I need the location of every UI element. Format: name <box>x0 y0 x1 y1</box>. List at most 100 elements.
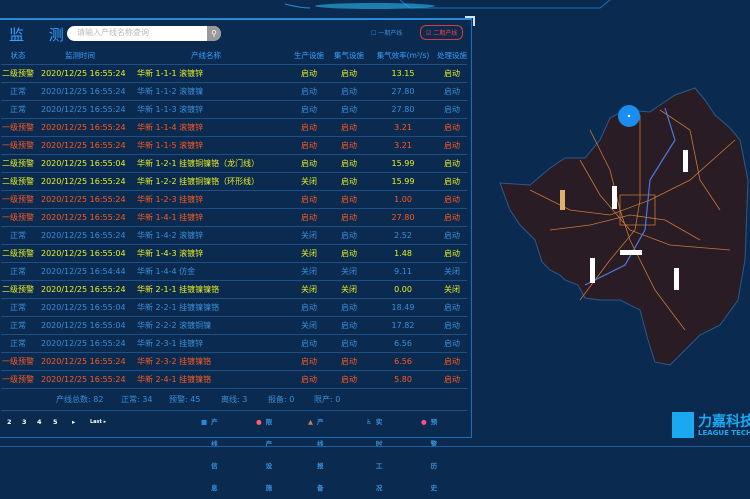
cell-status: 一级预警 <box>2 213 34 222</box>
cell-line-name: 华新 2-3-2 挂镀镍铬 <box>137 357 212 366</box>
cell-production: 启动 <box>301 357 317 366</box>
cell-gas-collection: 启动 <box>341 357 357 366</box>
header-decoration <box>284 0 611 9</box>
col-line-name: 产线名称 <box>191 51 221 60</box>
cell-status: 正常 <box>10 321 26 330</box>
table-row[interactable]: 一级预警 2020/12/25 16:55:24 华新 1-4-1 挂镀锌 启动 启动 2… <box>1 209 467 227</box>
cell-status: 二级预警 <box>2 249 34 258</box>
table-row[interactable]: 一级预警 2020/12/25 16:55:24 华新 1-1-4 滚镀锌 启动 启动 3… <box>1 119 467 137</box>
logo-cn: 力嘉科技 <box>698 414 750 430</box>
cell-efficiency: 0.00 <box>394 285 412 294</box>
cell-time: 2020/12/25 16:55:24 <box>41 105 126 114</box>
table-row[interactable]: 正常 2020/12/25 16:55:24 华新 1-1-2 滚镀镍 启动 启动 27.… <box>1 83 467 101</box>
cell-line-name: 华新 1-4-2 滚镀锌 <box>137 231 204 240</box>
cell-status: 二级预警 <box>2 177 34 186</box>
cell-time: 2020/12/25 16:55:24 <box>41 339 126 348</box>
col-treatment: 处理设施 <box>437 51 467 60</box>
line-markers <box>590 150 688 290</box>
page-3[interactable]: 3 <box>22 418 27 426</box>
summary-offline: 离线: 3 <box>221 395 248 404</box>
cell-treatment: 启动 <box>444 105 460 114</box>
col-production: 生产设施 <box>294 51 324 60</box>
cell-treatment: 启动 <box>444 339 460 348</box>
cell-line-name: 华新 1-2-1 挂镀铜镍铬（龙门线） <box>137 159 260 168</box>
next-page-button[interactable]: ▸ <box>72 418 76 426</box>
summary-reported: 报备: 0 <box>268 395 295 404</box>
cell-treatment: 启动 <box>444 159 460 168</box>
cell-gas-collection: 关闭 <box>341 285 357 294</box>
region-map[interactable] <box>490 0 750 450</box>
search-input[interactable]: 请输入产线名称查询 ⚲ <box>67 26 221 41</box>
cell-time: 2020/12/25 16:55:24 <box>41 357 126 366</box>
company-logo: 力嘉科技 LEAGUE TECH <box>672 412 750 440</box>
search-placeholder: 请输入产线名称查询 <box>77 28 149 37</box>
cell-line-name: 华新 2-2-1 挂镀镍镍铬 <box>137 303 220 312</box>
cell-time: 2020/12/25 16:55:24 <box>41 375 126 384</box>
cell-line-name: 华新 1-2-3 挂镀锌 <box>137 195 204 204</box>
table-row[interactable]: 正常 2020/12/25 16:54:44 华新 1-4-4 仿金 关闭 关闭 9.11… <box>1 263 467 281</box>
info-icon: ■ <box>201 418 208 426</box>
table-row[interactable]: 一级预警 2020/12/25 16:55:24 华新 1-2-3 挂镀锌 启动 启动 1… <box>1 191 467 209</box>
cell-production: 启动 <box>301 375 317 384</box>
cell-gas-collection: 启动 <box>341 195 357 204</box>
last-page-button[interactable]: Last ▸ <box>90 419 107 425</box>
cell-gas-collection: 启动 <box>341 339 357 348</box>
cell-treatment: 启动 <box>444 249 460 258</box>
region-boundary <box>499 87 749 366</box>
cell-line-name: 华新 1-1-3 滚镀锌 <box>137 105 204 114</box>
legend-worker[interactable]: ♿ 实时工况 <box>366 411 382 492</box>
summary-normal: 正常: 34 <box>121 395 153 404</box>
legend-warning-triangle[interactable]: ▲ 产线报备 <box>308 411 324 492</box>
cell-gas-collection: 关闭 <box>341 267 357 276</box>
page-5[interactable]: 5 <box>53 418 58 426</box>
cell-treatment: 关闭 <box>444 285 460 294</box>
legend-history[interactable]: ● 预警历史 <box>421 411 437 492</box>
summary-limited: 限产: 0 <box>314 395 341 404</box>
table-row[interactable]: 一级预警 2020/12/25 16:55:24 华新 2-4-1 挂镀镍铬 启动 启动… <box>1 371 467 389</box>
legend-info[interactable]: ■ 产线信息 <box>201 411 218 492</box>
table-row[interactable]: 二级预警 2020/12/25 16:55:04 华新 1-4-3 滚镀锌 关闭 启动 1… <box>1 245 467 263</box>
cell-status: 一级预警 <box>2 375 34 384</box>
cell-treatment: 启动 <box>444 375 460 384</box>
legend-label: 限产设施 <box>265 418 273 492</box>
history-icon: ● <box>421 418 427 426</box>
cell-line-name: 华新 1-1-5 滚镀锌 <box>137 141 204 150</box>
page-4[interactable]: 4 <box>37 418 42 426</box>
cell-status: 一级预警 <box>2 195 34 204</box>
table-row[interactable]: 正常 2020/12/25 16:55:24 华新 1-1-3 滚镀锌 启动 启动 27.… <box>1 101 467 119</box>
table-row[interactable]: 一级预警 2020/12/25 16:55:24 华新 1-1-5 滚镀锌 启动 启动 3… <box>1 137 467 155</box>
cell-treatment: 启动 <box>444 69 460 78</box>
table-row[interactable]: 二级预警 2020/12/25 16:55:24 华新 1-2-2 挂镀铜镍铬（环形… <box>1 173 467 191</box>
page-title: 监 测 <box>9 26 74 44</box>
logo-icon <box>672 412 694 438</box>
cell-time: 2020/12/25 16:55:04 <box>41 303 126 312</box>
cell-efficiency: 1.00 <box>394 195 412 204</box>
cell-status: 正常 <box>10 231 26 240</box>
table-row[interactable]: 正常 2020/12/25 16:55:04 华新 2-2-2 滚镀铜镍 关闭 启动 17… <box>1 317 467 335</box>
table-row[interactable]: 二级预警 2020/12/25 16:55:24 华新 1-1-1 滚镀锌 启动 启动 1… <box>1 65 467 83</box>
filter-phase2-checkbox[interactable]: ☑ 二期产线 <box>420 25 464 40</box>
cell-efficiency: 9.11 <box>394 267 412 276</box>
cell-time: 2020/12/25 16:55:24 <box>41 177 126 186</box>
table-row[interactable]: 一级预警 2020/12/25 16:55:24 华新 2-3-2 挂镀镍铬 启动 启动… <box>1 353 467 371</box>
cell-line-name: 华新 1-1-1 滚镀锌 <box>137 69 204 78</box>
table-row[interactable]: 二级预警 2020/12/25 16:55:24 华新 2-1-1 挂镀镍镍铬 关闭 关… <box>1 281 467 299</box>
cell-status: 正常 <box>10 303 26 312</box>
cell-status: 二级预警 <box>2 159 34 168</box>
cell-status: 一级预警 <box>2 357 34 366</box>
table-row[interactable]: 正常 2020/12/25 16:55:24 华新 2-3-1 挂镀锌 启动 启动 6.5… <box>1 335 467 353</box>
col-efficiency: 集气效率(m³/s) <box>376 51 430 60</box>
table-row[interactable]: 正常 2020/12/25 16:55:04 华新 2-2-1 挂镀镍镍铬 启动 启动 1… <box>1 299 467 317</box>
cell-treatment: 启动 <box>444 141 460 150</box>
cell-line-name: 华新 1-1-4 滚镀锌 <box>137 123 204 132</box>
cell-efficiency: 27.80 <box>391 87 415 96</box>
search-icon[interactable]: ⚲ <box>207 26 221 41</box>
summary-total: 产线总数: 82 <box>56 395 104 404</box>
page-2[interactable]: 2 <box>7 418 12 426</box>
table-row[interactable]: 正常 2020/12/25 16:55:24 华新 1-4-2 滚镀锌 关闭 启动 2.5… <box>1 227 467 245</box>
table-row[interactable]: 二级预警 2020/12/25 16:55:04 华新 1-2-1 挂镀铜镍铬（龙门… <box>1 155 467 173</box>
legend-limit[interactable]: ● 限产设施 <box>256 411 272 492</box>
filter-label: 二期产线 <box>433 30 458 37</box>
filter-phase1-checkbox[interactable]: ☐ 一期产线 <box>371 30 403 37</box>
cell-treatment: 启动 <box>444 303 460 312</box>
